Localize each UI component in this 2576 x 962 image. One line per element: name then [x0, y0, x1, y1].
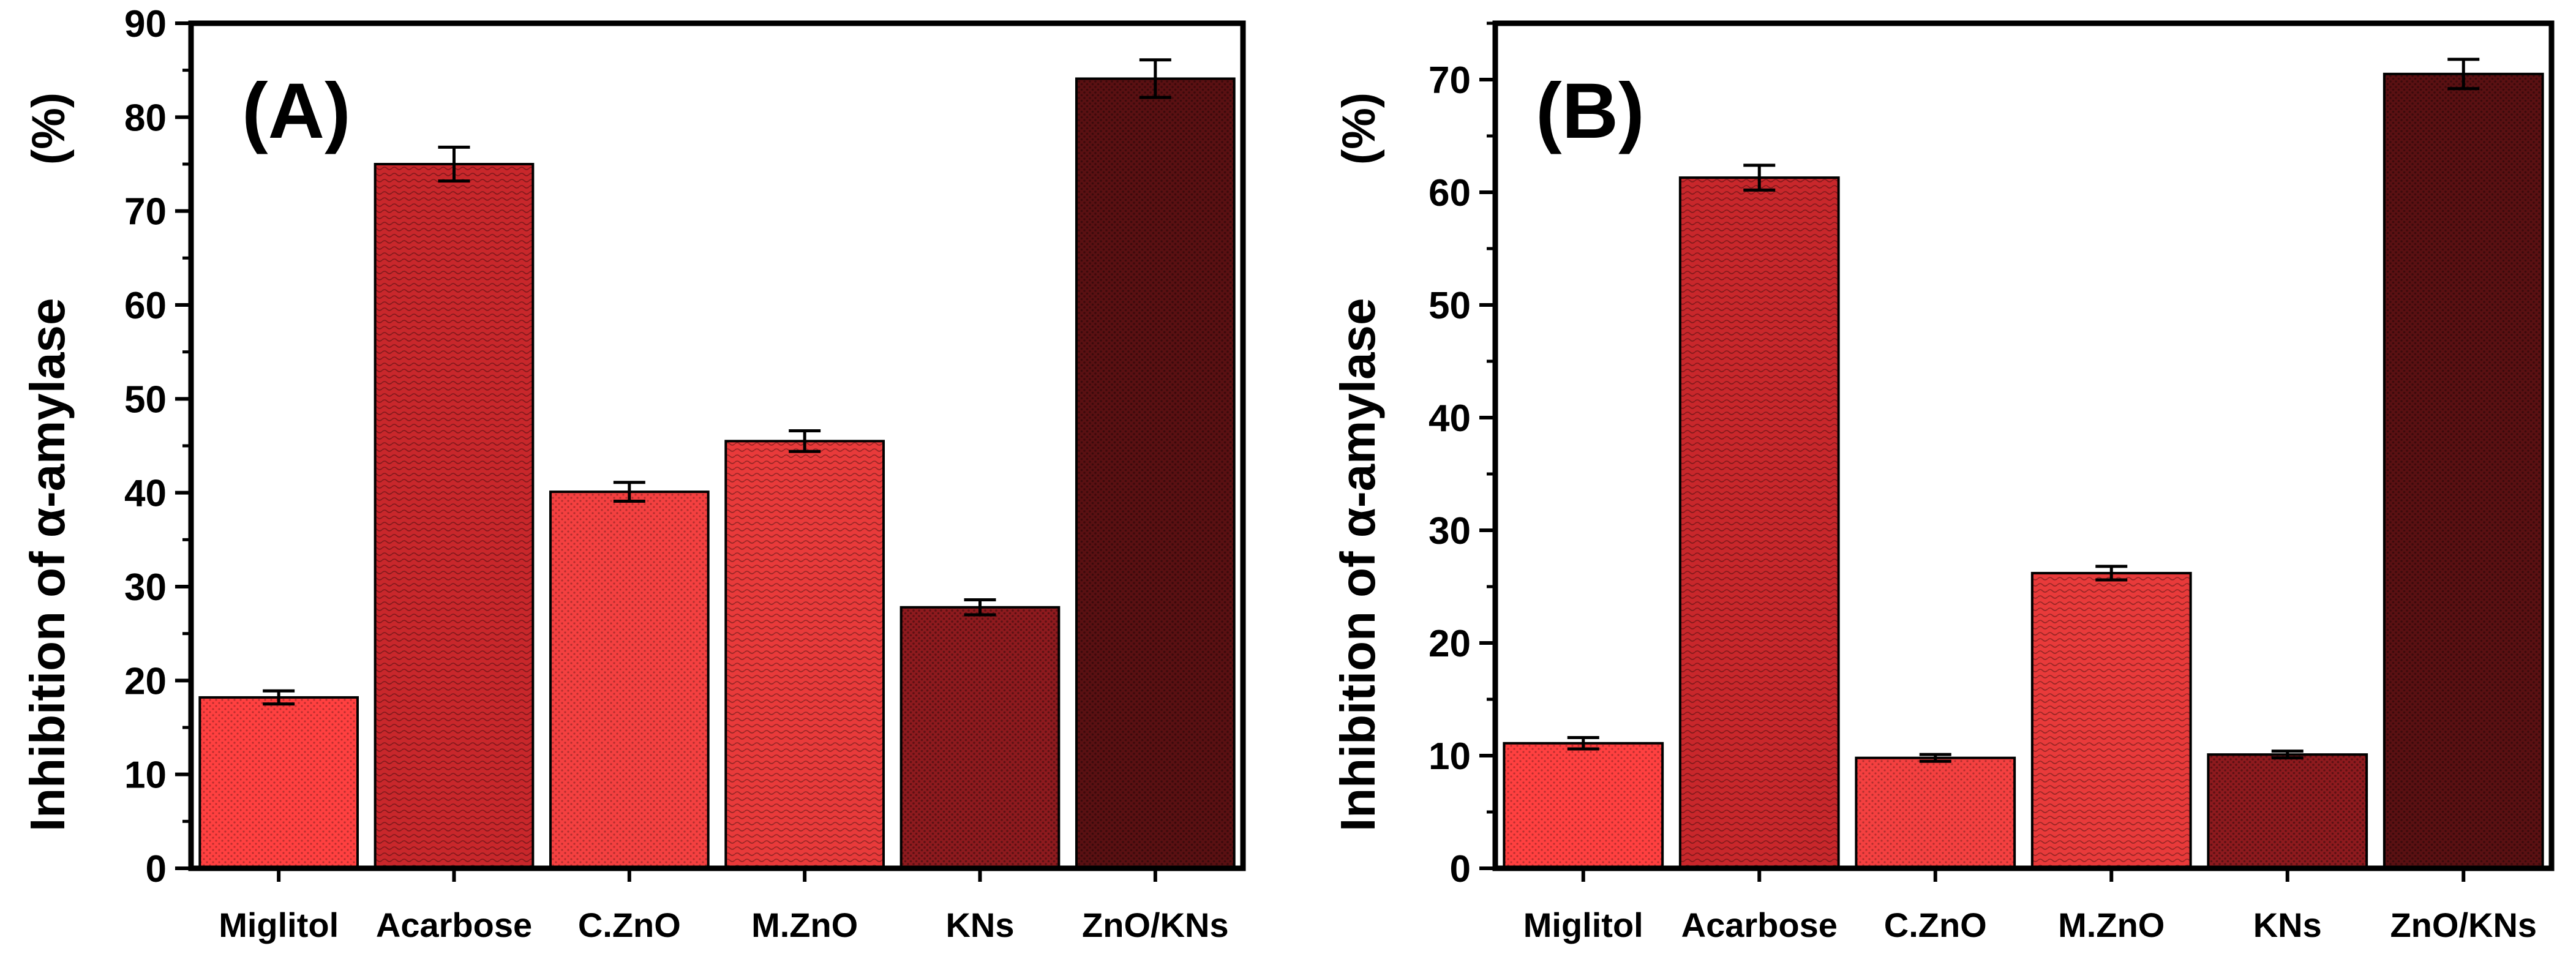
bar-texture: [1681, 179, 1838, 868]
y-axis-unit: (%): [23, 92, 75, 165]
x-tick-label: Miglitol: [1523, 906, 1643, 944]
y-tick-label: 20: [1429, 623, 1471, 665]
y-tick-label: 50: [124, 378, 167, 421]
y-tick-label: 90: [124, 3, 167, 45]
y-tick-label: 30: [124, 566, 167, 609]
x-tick-label: KNs: [2253, 906, 2322, 944]
x-tick-label: M.ZnO: [751, 906, 858, 944]
plot-frame: [1492, 20, 2555, 871]
y-tick-label: 60: [124, 285, 167, 327]
x-tick-label: Acarbose: [1681, 906, 1838, 944]
x-tick-label: Acarbose: [376, 906, 532, 944]
chart-panel-a: 0 10 20 30 40 50 60 70 80 90 Miglitol Acarbose C.ZnO…: [20, 3, 1246, 944]
panel-label: (A): [242, 67, 351, 155]
panel-label: (B): [1536, 67, 1645, 155]
y-tick-label: 40: [124, 473, 167, 515]
y-tick-label: 80: [124, 97, 167, 139]
bar-texture: [727, 442, 883, 867]
chart-panel-b: 0 10 20 30 40 50 60 70 Miglitol Acarbose C.ZnO M.Zn…: [1331, 20, 2555, 944]
bar-texture: [376, 165, 532, 867]
y-tick-label: 70: [1429, 59, 1471, 102]
y-tick-label: 0: [146, 848, 167, 890]
bar-texture: [1505, 744, 1662, 867]
x-tick-label: C.ZnO: [1884, 906, 1987, 944]
bar-texture: [201, 698, 357, 867]
y-axis-unit: (%): [1333, 92, 1385, 165]
y-tick-label: 10: [124, 754, 167, 797]
y-tick-label: 60: [1429, 172, 1471, 214]
bar-texture: [1077, 80, 1233, 867]
y-tick-label: 50: [1429, 285, 1471, 327]
bar-texture: [2385, 75, 2542, 867]
plot-frame: [188, 20, 1246, 871]
y-tick-label: 70: [124, 191, 167, 233]
y-axis-label: Inhibition of α-amylase: [20, 298, 75, 832]
y-axis-label: Inhibition of α-amylase: [1331, 298, 1385, 832]
x-tick-label: Miglitol: [219, 906, 339, 944]
x-tick-label: KNs: [945, 906, 1014, 944]
x-tick-label: M.ZnO: [2058, 906, 2165, 944]
bar-texture: [1857, 759, 2014, 867]
y-tick-label: 10: [1429, 735, 1471, 778]
y-tick-label: 20: [124, 660, 167, 702]
bar-texture: [902, 608, 1058, 867]
bar-texture: [551, 493, 707, 867]
y-tick-label: 0: [1450, 848, 1471, 890]
x-tick-label: C.ZnO: [578, 906, 681, 944]
x-tick-label: ZnO/KNs: [2390, 906, 2537, 944]
bar-texture: [2033, 574, 2190, 867]
x-tick-label: ZnO/KNs: [1082, 906, 1229, 944]
y-tick-label: 30: [1429, 510, 1471, 552]
bar-texture: [2209, 756, 2366, 867]
y-tick-label: 40: [1429, 397, 1471, 440]
